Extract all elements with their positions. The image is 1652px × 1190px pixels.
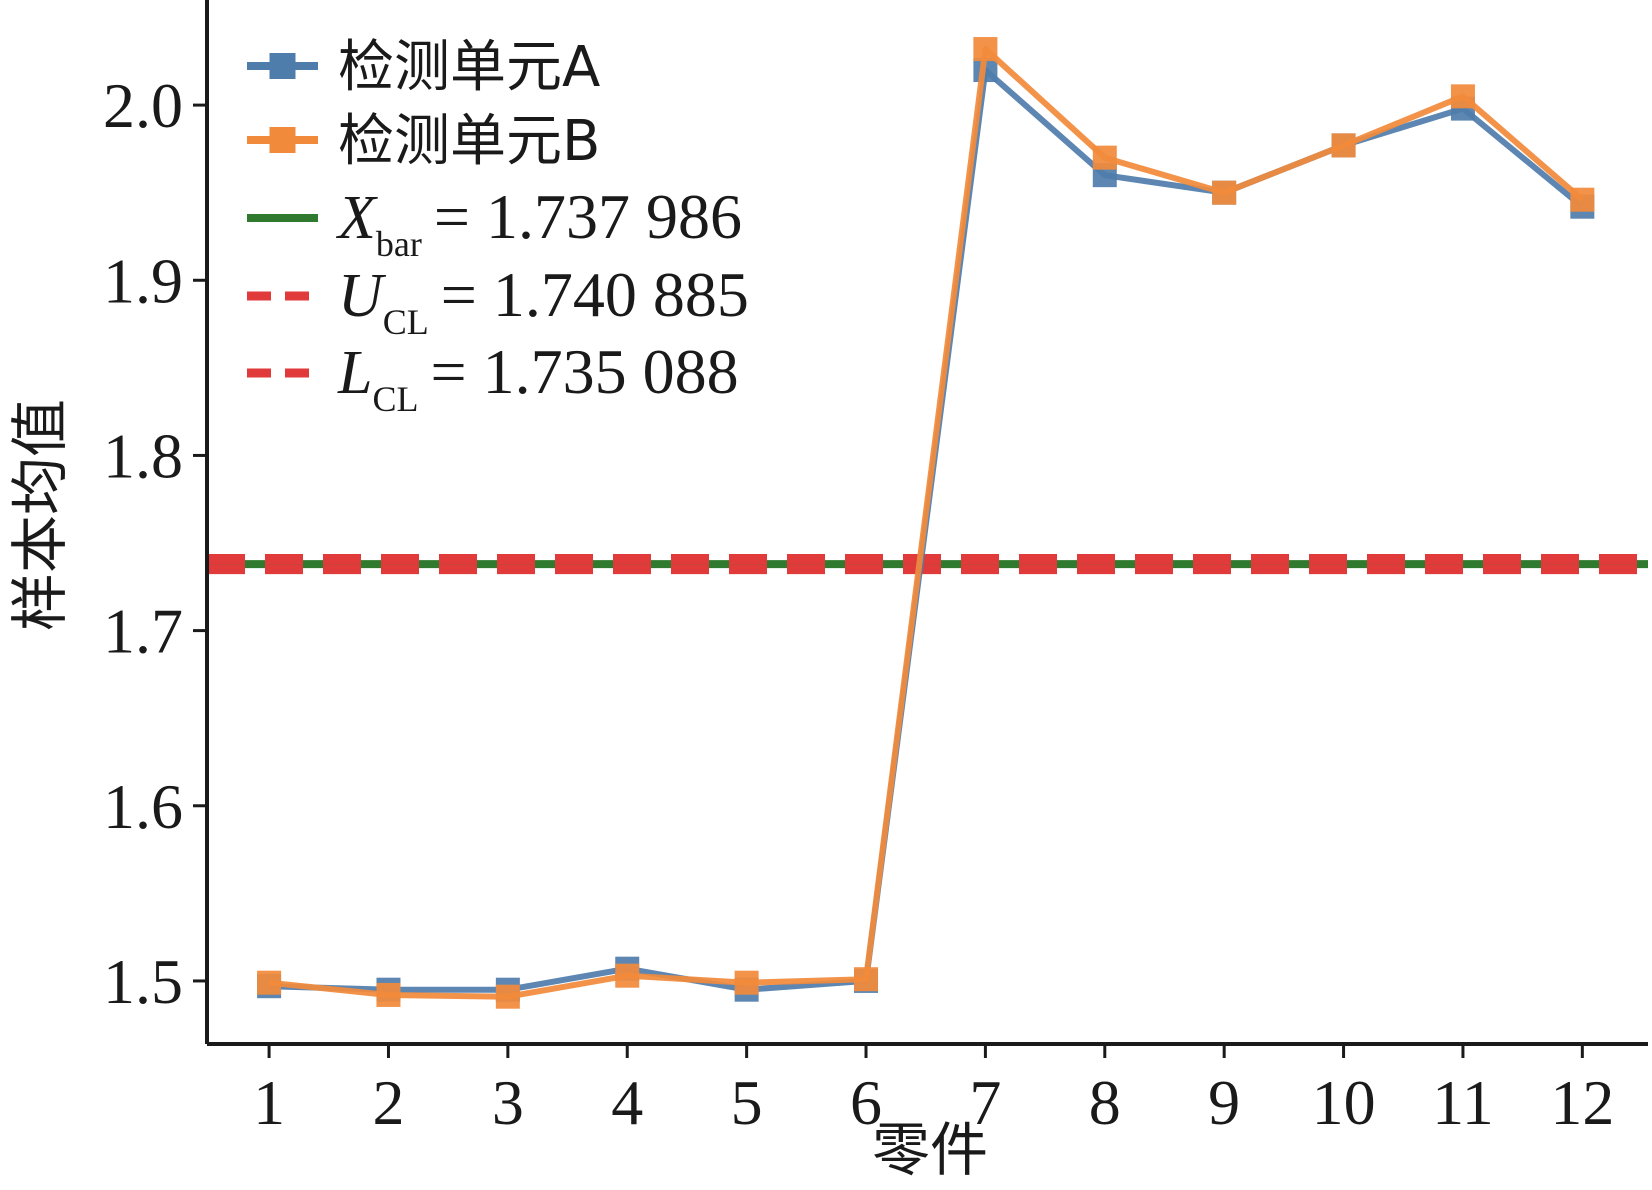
x-tick-label: 3 — [492, 1067, 524, 1138]
data-point-b — [734, 970, 759, 995]
y-tick-label: 1.7 — [103, 596, 183, 667]
legend-value: = 1.737 986 — [434, 181, 742, 252]
x-axis-title: 零件 — [872, 1116, 988, 1184]
x-tick-label: 12 — [1550, 1067, 1614, 1138]
legend-marker-b — [269, 127, 296, 153]
data-point-b — [854, 967, 879, 992]
y-tick-label: 1.9 — [103, 245, 183, 316]
data-point-b — [1212, 180, 1237, 205]
series-group — [257, 37, 1595, 1009]
x-tick-label: 11 — [1432, 1067, 1494, 1138]
x-tick-label: 5 — [731, 1067, 763, 1138]
legend-marker-a — [269, 53, 296, 79]
legend-label: 检测单元B — [338, 109, 600, 174]
x-tick-label: 6 — [850, 1067, 882, 1138]
y-axis-title: 样本均值 — [6, 399, 74, 631]
legend-symbol: L — [337, 339, 372, 407]
data-point-b — [973, 37, 998, 62]
y-tick-label: 1.5 — [103, 946, 183, 1017]
data-point-b — [615, 963, 640, 988]
reference-lines-group — [207, 553, 1648, 575]
x-tick-label: 9 — [1208, 1067, 1240, 1138]
data-point-b — [1331, 133, 1356, 158]
tick-group: 1 2 3 4 5 6 7 8 9 10 11 121.51.61.71.81.92.0 — [103, 70, 1614, 1138]
legend-subscript: bar — [376, 224, 422, 264]
legend-subscript: CL — [372, 379, 418, 419]
data-point-b — [1570, 187, 1595, 212]
legend-value: = 1.735 088 — [431, 336, 739, 407]
legend-symbol: X — [335, 184, 378, 252]
data-point-b — [257, 970, 282, 995]
legend-subscript: CL — [383, 302, 429, 342]
x-tick-label: 7 — [969, 1067, 1001, 1138]
x-tick-label: 4 — [611, 1067, 643, 1138]
y-tick-label: 2.0 — [103, 70, 183, 141]
data-point-b — [1092, 145, 1117, 170]
legend-label: UCL = 1.740 885 — [338, 259, 749, 342]
x-tick-label: 2 — [372, 1067, 404, 1138]
x-tick-label: 10 — [1312, 1067, 1376, 1138]
legend-value: = 1.740 885 — [441, 259, 749, 330]
legend-symbol: U — [338, 262, 387, 330]
y-tick-label: 1.6 — [103, 771, 183, 842]
legend-label: 检测单元A — [338, 35, 600, 100]
axes-group — [205, 0, 1648, 1046]
x-tick-label: 1 — [253, 1067, 285, 1138]
data-point-b — [1450, 84, 1475, 109]
y-tick-label: 1.8 — [103, 420, 183, 491]
series-line-b — [268, 46, 1585, 1000]
data-point-b — [376, 982, 401, 1007]
x-tick-label: 8 — [1089, 1067, 1121, 1138]
data-point-b — [495, 984, 520, 1009]
legend-label: Xbar = 1.737 986 — [335, 181, 742, 264]
legend-label: LCL = 1.735 088 — [337, 336, 739, 419]
